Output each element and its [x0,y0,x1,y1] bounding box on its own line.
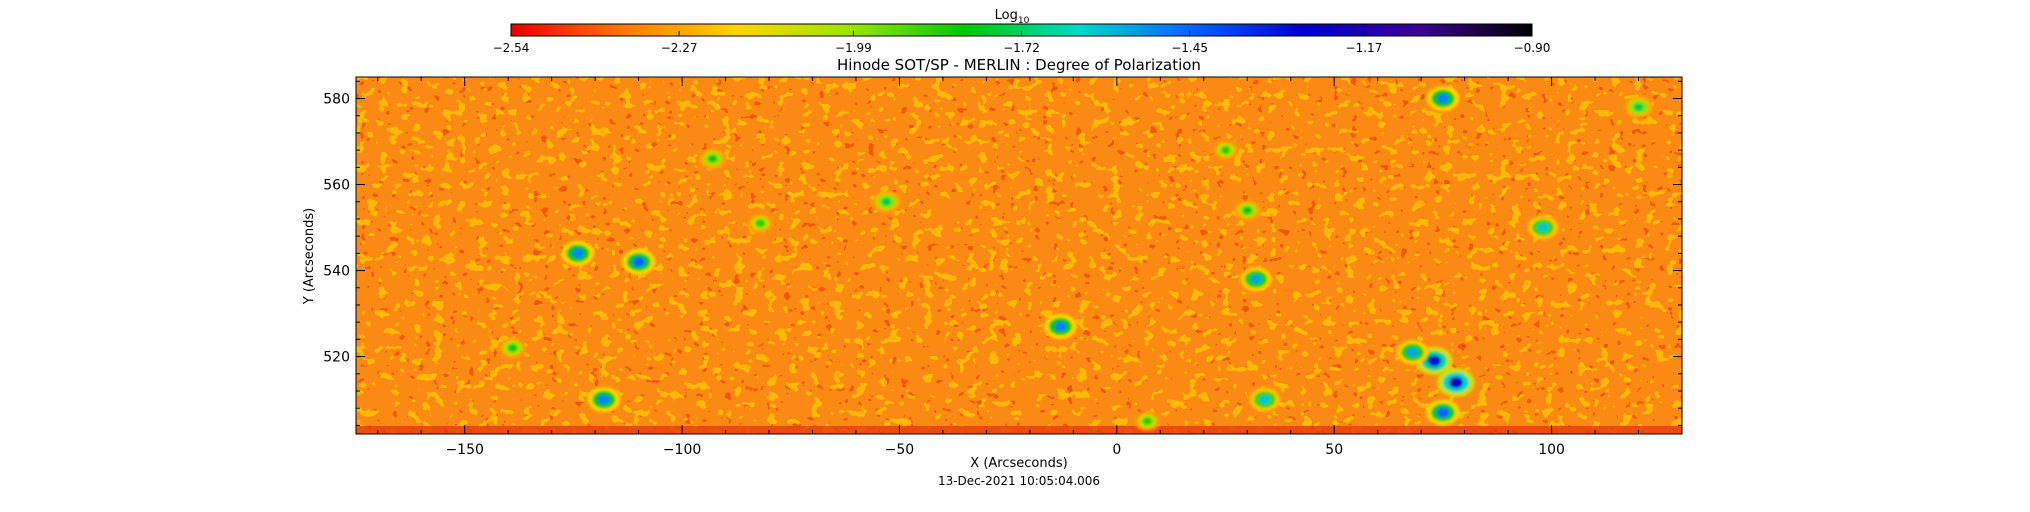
colorbar-label-subscript: 10 [1018,16,1030,26]
colorbar-tick-label: −2.54 [493,41,530,55]
plot-frame [355,76,1683,435]
polarization-feature [1624,96,1653,118]
x-tick-label: −100 [663,442,701,458]
x-axis-label: X (Arcseconds) [970,456,1067,471]
colorbar-label: Log10 [995,8,1030,26]
polarization-feature [587,386,621,413]
polarization-feature [699,148,726,170]
bottom-edge-strip [356,426,1682,434]
y-tick-label: 560 [323,178,350,194]
y-axis: 520 540 560 580 [323,80,1682,426]
polarization-feature [1426,85,1460,112]
x-tick-label: 100 [1538,442,1565,458]
polarization-feature [1134,411,1161,432]
polarization-feature [1396,340,1429,365]
chart-title: Hinode SOT/SP - MERLIN : Degree of Polar… [837,56,1201,74]
y-tick-label: 520 [323,350,350,366]
colorbar-tick-label: −0.90 [1514,41,1551,55]
y-tick-label: 580 [323,92,350,108]
polarization-feature [1233,200,1261,221]
colorbar-tick-label: −1.99 [835,41,872,55]
x-tick-label: 50 [1325,442,1343,458]
polarization-features [499,85,1653,432]
x-tick-label: −150 [445,442,483,458]
polarization-feature [1043,313,1077,340]
y-axis-label: Y (Arcseconds) [302,208,317,305]
polarization-feature [747,213,774,234]
polarization-feature [1249,387,1281,412]
polarization-feature [1436,367,1475,397]
timestamp: 13-Dec-2021 10:05:04.006 [938,474,1100,488]
colorbar-tick-label: −1.17 [1346,41,1383,55]
colorbar-ticks: −2.54 −2.27 −1.99 −1.72 −1.45 −1.17 −0.90 [493,31,1551,55]
polarization-feature [499,337,526,359]
polarization-feature [872,191,901,213]
colorbar-tick-label: −1.72 [1003,41,1040,55]
polarization-feature [1212,140,1239,161]
y-tick-label: 540 [323,264,350,280]
polarization-feature [1527,215,1559,240]
x-tick-label: 0 [1112,442,1121,458]
colorbar-tick-label: −2.27 [661,41,698,55]
heatmap-granulation [356,77,1682,434]
colorbar-tick-label: −1.45 [1171,41,1208,55]
x-tick-label: −50 [885,442,915,458]
colorbar: Log10 −2.54 −2.27 −1.99 −1.72 −1.45 −1.17 −0.9… [493,8,1551,55]
polarization-feature [621,248,656,275]
polarization-feature [561,240,595,266]
x-axis: −150 −100 −50 0 50 100 [377,77,1640,458]
polarization-feature [1239,266,1272,292]
plot-area [356,77,1682,434]
polarization-feature [1425,399,1460,426]
